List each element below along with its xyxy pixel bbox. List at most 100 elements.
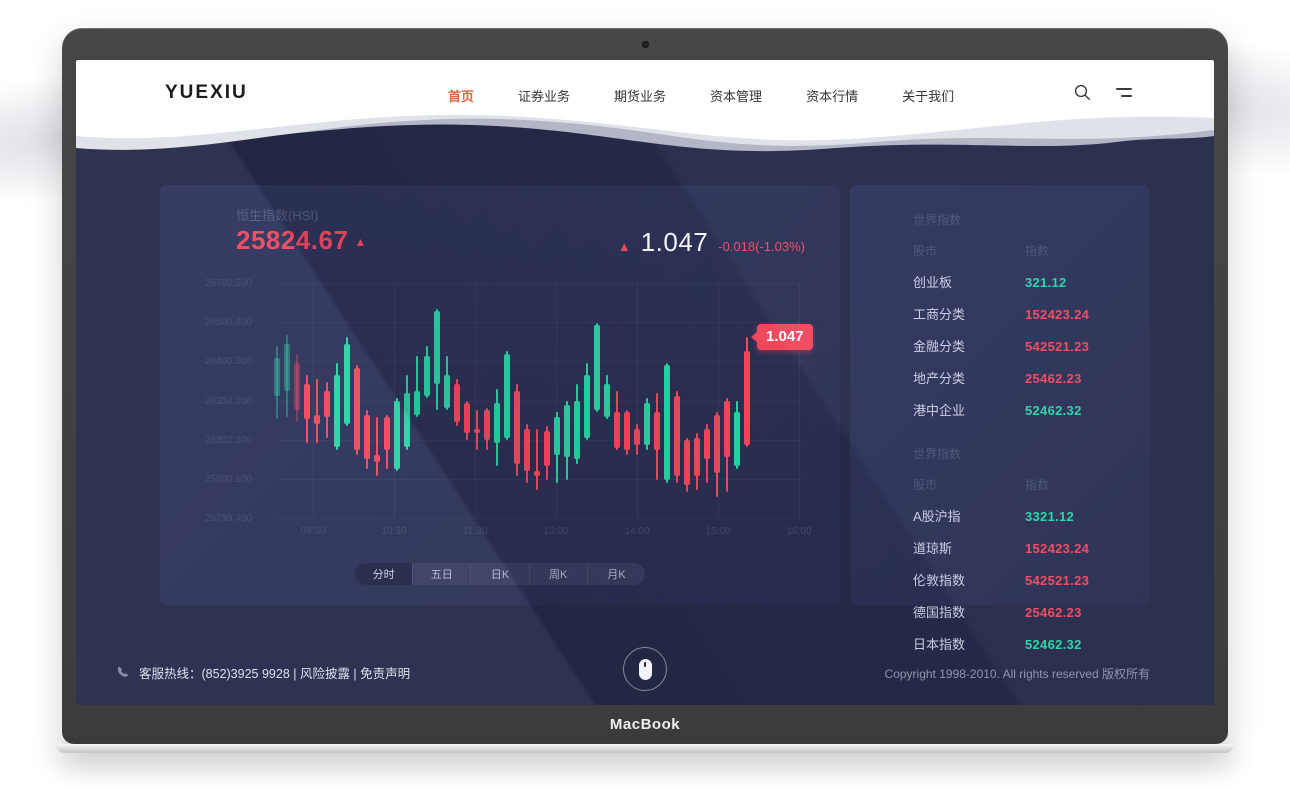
candle-body — [334, 374, 340, 448]
tab-4[interactable]: 周K — [528, 563, 587, 585]
footer-hotline: 客服热线：(852)3925 9928 | 风险披露 | 免责声明 — [115, 663, 410, 682]
candle-body — [744, 351, 750, 446]
nav-menu: 首页 证券业务 期货业务 资本管理 资本行情 关于我们 — [448, 86, 954, 105]
candle-body — [424, 355, 430, 396]
index-value: 3321.12 — [1025, 509, 1075, 524]
index-row[interactable]: 港中企业 52462.32 — [913, 400, 1130, 419]
candle-wick — [536, 428, 538, 490]
candle-body — [594, 325, 600, 410]
candle-wick — [316, 379, 318, 443]
macbook-mockup: YUEXIU 首页 证券业务 期货业务 资本管理 资本行情 关于我们 恒生指数(HSI) … — [56, 28, 1234, 753]
index-value: 152423.24 — [1025, 307, 1090, 322]
index-row[interactable]: 金融分类 542521.23 — [913, 336, 1130, 355]
site-footer: 客服热线：(852)3925 9928 | 风险披露 | 免责声明 Copyri… — [76, 647, 1214, 697]
hotline-text[interactable]: 客服热线：(852)3925 9928 | 风险披露 | 免责声明 — [139, 667, 411, 681]
candle-wick — [416, 355, 418, 417]
grid-vline — [556, 283, 557, 518]
index-name: A股沪指 — [913, 509, 961, 524]
website-screen: YUEXIU 首页 证券业务 期货业务 资本管理 资本行情 关于我们 恒生指数(HSI) … — [76, 60, 1214, 705]
y-axis-tick: 26400.300 — [204, 356, 252, 368]
grid-vline — [475, 283, 476, 518]
candle-body — [284, 344, 290, 392]
candle-body — [704, 428, 710, 460]
hsi-chart-panel: 恒生指数(HSI) 25824.67 ▲ ▲ 1.047 -0.018(-1.03… — [160, 185, 840, 605]
index-row[interactable]: 地产分类 25462.23 — [913, 368, 1130, 387]
nav-item-4[interactable]: 资本管理 — [710, 89, 763, 104]
index-name: 创业板 — [913, 275, 953, 290]
y-axis-tick: 26354.100 — [204, 395, 252, 407]
candle-body — [434, 311, 440, 385]
column-headers: 股市 指数 — [913, 242, 1130, 259]
nav-item-1[interactable]: 首页 — [448, 89, 475, 104]
candle-body — [404, 393, 410, 448]
change-readout: ▲ 1.047 -0.018(-1.03%) — [618, 227, 805, 258]
x-axis-tick: 16:00 — [786, 526, 812, 537]
candle-body — [374, 454, 380, 462]
candle-body — [714, 414, 720, 474]
tab-3[interactable]: 日K — [470, 563, 528, 585]
candle-body — [614, 412, 620, 448]
index-value: 52462.32 — [1025, 403, 1082, 418]
candle-body — [734, 412, 740, 467]
grid-vline — [637, 283, 638, 518]
x-axis-tick: 13:00 — [543, 526, 569, 537]
tab-5[interactable]: 月K — [586, 563, 645, 585]
nav-item-2[interactable]: 证券业务 — [518, 89, 571, 104]
candle-body — [494, 402, 500, 443]
index-value: 542521.23 — [1025, 573, 1090, 588]
candle-body — [444, 374, 450, 408]
candle-body — [354, 367, 360, 450]
y-axis-tick: 26500.400 — [204, 317, 252, 329]
index-row[interactable]: A股沪指 3321.12 — [913, 506, 1130, 525]
change-value: 1.047 — [640, 227, 709, 257]
index-row[interactable]: 日本指数 52462.32 — [913, 634, 1130, 653]
index-row[interactable]: 创业板 321.12 — [913, 272, 1130, 291]
index-row[interactable]: 伦敦指数 542521.23 — [913, 570, 1130, 589]
index-value: 52462.32 — [1025, 637, 1082, 652]
index-name: 金融分类 — [913, 339, 966, 354]
candle-body — [554, 416, 560, 455]
grid-hline — [277, 478, 804, 480]
x-axis-tick: 10:30 — [381, 526, 407, 537]
index-value: 152423.24 — [1025, 541, 1090, 556]
nav-item-5[interactable]: 资本行情 — [806, 89, 859, 104]
candle-body — [514, 391, 520, 464]
hamburger-menu-icon[interactable] — [1115, 87, 1132, 99]
candle-body — [394, 400, 400, 469]
candle-body — [604, 384, 610, 417]
candle-wick — [376, 416, 378, 476]
candle-body — [674, 395, 680, 476]
index-value: 25462.23 — [1025, 605, 1082, 620]
search-icon[interactable] — [1074, 84, 1091, 101]
grid-hline — [277, 400, 804, 402]
index-row[interactable]: 道琼斯 152423.24 — [913, 538, 1130, 557]
tab-2[interactable]: 五日 — [412, 563, 470, 585]
webcam-dot-icon — [642, 41, 649, 48]
x-axis-tick: 15:00 — [705, 526, 731, 537]
y-axis-tick: 25799.400 — [204, 513, 252, 524]
candle-body — [484, 409, 490, 441]
copyright-text: Copyright 1998-2010. All rights reserved… — [884, 667, 1150, 681]
tab-1[interactable]: 分时 — [355, 563, 413, 585]
index-row[interactable]: 德国指数 25462.23 — [913, 602, 1130, 621]
up-triangle-icon: ▲ — [617, 239, 631, 254]
candle-body — [644, 402, 650, 446]
index-value: 542521.23 — [1025, 339, 1090, 354]
candle-body — [634, 428, 640, 446]
scroll-mouse-icon[interactable] — [623, 647, 667, 691]
nav-item-6[interactable]: 关于我们 — [902, 89, 955, 104]
candle-body — [544, 431, 550, 467]
section-title: 世界指数 — [913, 213, 962, 227]
phone-icon — [117, 666, 129, 677]
x-axis-tick: 11:30 — [462, 526, 488, 537]
site-logo[interactable]: YUEXIU — [165, 82, 248, 103]
chart-period-tabs: 分时 五日 日K 周K 月K — [355, 563, 645, 585]
candle-body — [294, 362, 300, 410]
index-row[interactable]: 工商分类 152423.24 — [913, 304, 1130, 323]
section-title: 世界指数 — [913, 447, 962, 461]
chart-title: 恒生指数(HSI) — [236, 208, 319, 223]
nav-item-3[interactable]: 期货业务 — [614, 89, 667, 104]
candle-body — [324, 391, 330, 417]
candle-body — [304, 384, 310, 420]
indices-list: 世界指数 股市 指数 创业板 321.12 工商分类 152423.24 金融分类 542521… — [913, 185, 1130, 653]
